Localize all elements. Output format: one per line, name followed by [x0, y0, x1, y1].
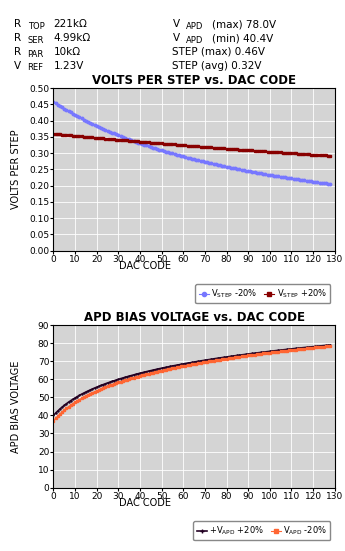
Text: REF: REF: [28, 63, 43, 72]
Title: APD BIAS VOLTAGE vs. DAC CODE: APD BIAS VOLTAGE vs. DAC CODE: [83, 311, 305, 324]
Text: (max) 78.0V: (max) 78.0V: [212, 19, 276, 29]
Text: 221kΩ: 221kΩ: [53, 19, 87, 29]
Title: VOLTS PER STEP vs. DAC CODE: VOLTS PER STEP vs. DAC CODE: [92, 74, 296, 87]
Legend: $+$V$_\mathregular{APD}$ +20%, V$_\mathregular{APD}$ -20%: $+$V$_\mathregular{APD}$ +20%, V$_\mathr…: [193, 521, 331, 541]
Text: V: V: [172, 33, 180, 43]
Text: R: R: [14, 19, 21, 29]
Text: TOP: TOP: [28, 22, 45, 31]
Y-axis label: VOLTS PER STEP: VOLTS PER STEP: [11, 129, 21, 209]
Text: APD: APD: [186, 36, 204, 45]
Text: (min) 40.4V: (min) 40.4V: [212, 33, 274, 43]
Text: V: V: [172, 19, 180, 29]
Text: APD: APD: [186, 22, 204, 31]
Y-axis label: APD BIAS VOLTAGE: APD BIAS VOLTAGE: [11, 360, 21, 452]
Text: 10kΩ: 10kΩ: [53, 47, 81, 57]
Text: STEP (avg) 0.32V: STEP (avg) 0.32V: [172, 61, 262, 71]
Legend: V$_\mathregular{STEP}$ -20%, V$_\mathregular{STEP}$ +20%: V$_\mathregular{STEP}$ -20%, V$_\mathreg…: [195, 284, 331, 304]
Text: 1.23V: 1.23V: [53, 61, 84, 71]
Text: R: R: [14, 33, 21, 43]
Text: DAC CODE: DAC CODE: [119, 261, 171, 271]
Text: DAC CODE: DAC CODE: [119, 498, 171, 507]
Text: PAR: PAR: [28, 50, 44, 58]
Text: V: V: [14, 61, 21, 71]
Text: STEP (max) 0.46V: STEP (max) 0.46V: [172, 47, 266, 57]
Text: SER: SER: [28, 36, 44, 45]
Text: R: R: [14, 47, 21, 57]
Text: 4.99kΩ: 4.99kΩ: [53, 33, 91, 43]
